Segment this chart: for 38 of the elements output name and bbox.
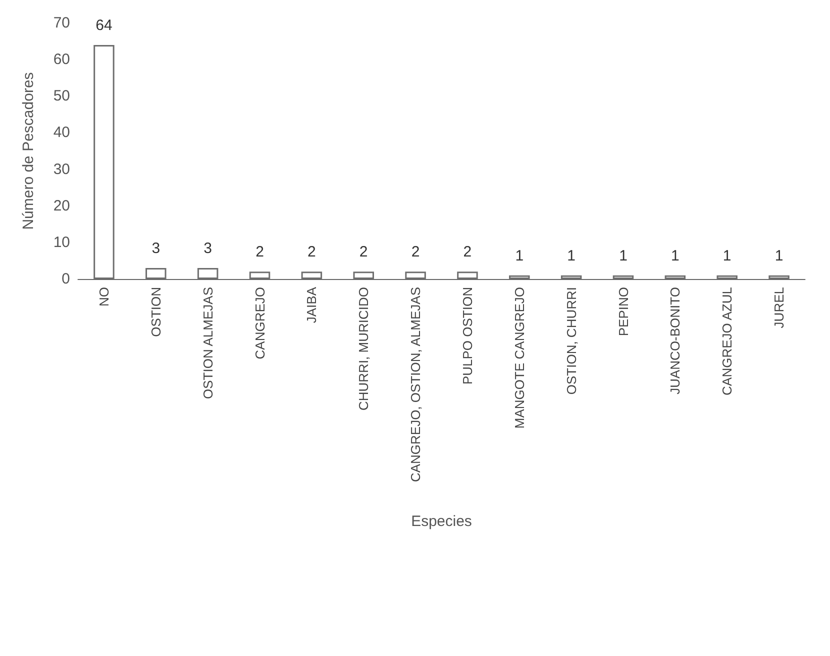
x-tick-label: PEPINO	[616, 287, 631, 336]
x-tick-label: CANGREJO AZUL	[720, 287, 735, 396]
y-tick-label: 70	[53, 14, 70, 32]
x-tick-label: JUANCO-BONITO	[668, 287, 683, 394]
x-tick-label: OSTION, CHURRI	[564, 287, 579, 395]
data-label: 1	[515, 247, 524, 264]
y-axis-title: Número de Pescadores	[20, 72, 37, 230]
data-label: 64	[96, 16, 112, 34]
x-axis-title: Especies	[411, 513, 472, 530]
data-label: 2	[359, 244, 368, 261]
x-tick-label: OSTION	[148, 287, 164, 337]
data-label: 3	[204, 240, 212, 258]
data-label: 2	[308, 244, 316, 261]
data-label: 1	[774, 247, 784, 264]
data-label: 1	[567, 247, 576, 264]
x-tick-label: MANGOTE CANGREJO	[512, 287, 527, 429]
x-tick-label: CHURRI, MURICIDO	[356, 287, 372, 410]
data-label: 2	[463, 244, 472, 261]
x-tick-label: OSTION ALMEJAS	[200, 286, 216, 399]
data-label: 1	[619, 247, 628, 264]
y-tick-label: 0	[62, 270, 70, 288]
x-tick-label: CANGREJO	[252, 287, 268, 360]
x-tick-label: NO	[96, 287, 112, 306]
y-tick-label: 50	[53, 88, 70, 105]
x-tick-label: PULPO OSTION	[460, 287, 475, 385]
y-tick-label: 10	[53, 234, 70, 251]
x-tick-label: JUREL	[772, 287, 787, 328]
y-tick-label: 60	[53, 51, 70, 68]
y-tick-label: 30	[53, 160, 70, 178]
y-tick-label: 20	[53, 197, 70, 214]
data-label: 3	[152, 240, 160, 258]
x-tick-label: CANGREJO, OSTION, ALMEJAS	[408, 286, 424, 482]
data-label: 1	[671, 247, 680, 264]
data-label: 2	[256, 244, 264, 261]
y-tick-label: 40	[53, 124, 70, 142]
data-label: 2	[411, 244, 420, 261]
data-label: 1	[722, 247, 732, 264]
x-tick-label: JAIBA	[304, 286, 320, 324]
